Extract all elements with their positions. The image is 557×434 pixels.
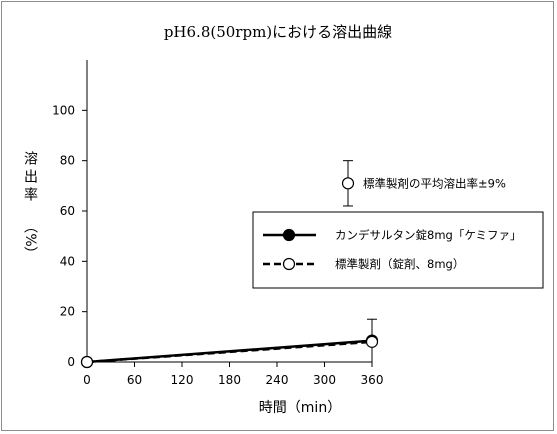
reference-marker [341,177,355,190]
y-ticks: 0 20 40 60 80 100 [52,103,87,369]
x-tick-label: 300 [313,373,336,387]
legend: カンデサルタン錠8mg「ケミファ」標準製剤（錠剤、8mg） [252,211,544,289]
y-tick-label: 100 [52,103,75,117]
x-axis-title: 時間（min） [259,400,341,416]
series-line-2 [86,340,373,364]
y-tick-label: 60 [60,204,75,218]
chart-title: pH6.8(50rpm)における溶出曲線 [164,23,392,41]
x-tick-label: 360 [361,373,384,387]
y-tick-label: 40 [60,254,75,268]
y-axis-title-unit: （%） [22,219,38,260]
x-tick-label: 240 [266,373,289,387]
x-tick-label: 60 [127,373,142,387]
y-tick-label: 20 [60,305,75,319]
legend-marker-2 [282,257,296,271]
y-axis-title: 溶出率 （%） [22,151,38,261]
series-2-point [80,355,94,369]
y-axis-title-main: 溶出率 [22,151,38,205]
axes [86,60,372,363]
reference-note: 標準製剤の平均溶出率±9% [341,160,506,207]
series-2-point [365,335,379,348]
legend-label-1: カンデサルタン錠8mg「ケミファ」 [335,228,521,242]
x-ticks: 0 60 120 180 240 300 360 [83,362,383,387]
y-tick-label: 80 [60,154,75,168]
legend-marker-1 [282,228,296,242]
x-tick-label: 0 [83,373,91,387]
x-tick-label: 180 [218,373,241,387]
x-tick-label: 120 [171,373,194,387]
plot-area [80,318,379,369]
reference-note-label: 標準製剤の平均溶出率±9% [363,176,506,190]
y-tick-label: 0 [67,355,75,369]
legend-label-2: 標準製剤（錠剤、8mg） [335,257,464,271]
legend-box [252,211,544,289]
